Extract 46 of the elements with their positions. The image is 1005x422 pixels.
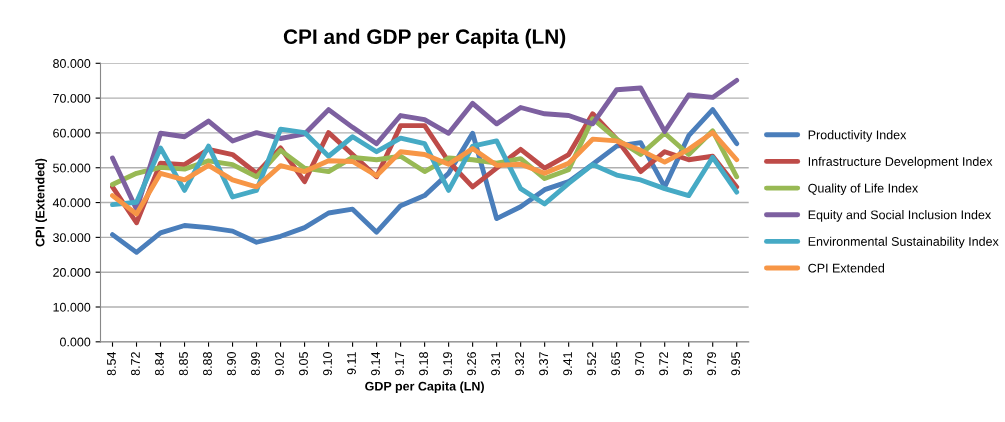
y-axis-title: CPI (Extended)	[35, 158, 47, 247]
x-tick-label: 8.90	[227, 352, 236, 376]
y-tick-label: 70.000	[53, 93, 91, 103]
y-tick-label: 80.000	[53, 59, 91, 68]
y-tick-label: 30.000	[53, 233, 91, 243]
y-tick-label: 20.000	[53, 267, 91, 277]
x-tick-label: 9.17	[395, 352, 404, 376]
y-tick-label: 10.000	[53, 302, 91, 312]
x-axis-title: GDP per Capita (LN)	[365, 381, 484, 394]
x-tick-label: 8.99	[251, 352, 260, 376]
legend-label: Equity and Social Inclusion Index	[808, 210, 992, 222]
x-tick-label: 8.84	[155, 351, 164, 376]
x-tick-label: 9.31	[491, 352, 500, 376]
x-tick-label: 8.88	[203, 352, 212, 376]
x-tick-label: 9.78	[683, 352, 693, 376]
y-tick-label: 50.000	[53, 163, 91, 173]
x-tick-label: 9.18	[419, 352, 428, 376]
x-tick-label: 9.37	[539, 352, 549, 376]
x-tick-label: 9.02	[275, 352, 284, 376]
y-tick-label: 40.000	[52, 198, 91, 208]
x-tick-label: 9.32	[515, 352, 524, 376]
y-tick-label: 60.000	[53, 128, 91, 138]
x-tick-label: 9.72	[659, 352, 669, 376]
x-tick-label: 9.70	[635, 352, 645, 376]
x-tick-label: 9.95	[731, 352, 741, 376]
x-tick-label: 8.85	[179, 352, 188, 376]
legend-label: Productivity Index	[808, 130, 907, 142]
x-tick-label: 9.52	[587, 352, 597, 376]
x-tick-label: 8.54	[107, 351, 116, 376]
x-tick-label: 9.41	[563, 352, 573, 376]
x-tick-label: 9.79	[707, 352, 717, 376]
x-tick-label: 9.26	[467, 352, 476, 376]
x-tick-label: 9.05	[299, 352, 308, 376]
x-tick-label: 8.72	[131, 352, 140, 376]
x-tick-label: 9.11	[347, 352, 356, 375]
x-tick-label: 9.14	[371, 351, 380, 376]
x-tick-label: 9.19	[443, 352, 452, 376]
chart-title: CPI and GDP per Capita (LN)	[283, 28, 566, 49]
x-tick-label: 9.65	[611, 352, 621, 376]
y-tick-label: 0.000	[59, 337, 91, 347]
legend-label: Environmental Sustainability Index	[808, 236, 999, 249]
line-series	[110, 77, 740, 212]
x-tick-label: 9.10	[323, 352, 332, 376]
legend-label: Infrastructure Development Index	[808, 156, 993, 169]
legend-label: CPI Extended	[808, 263, 885, 273]
legend-label: Quality of Life Index	[808, 183, 919, 196]
